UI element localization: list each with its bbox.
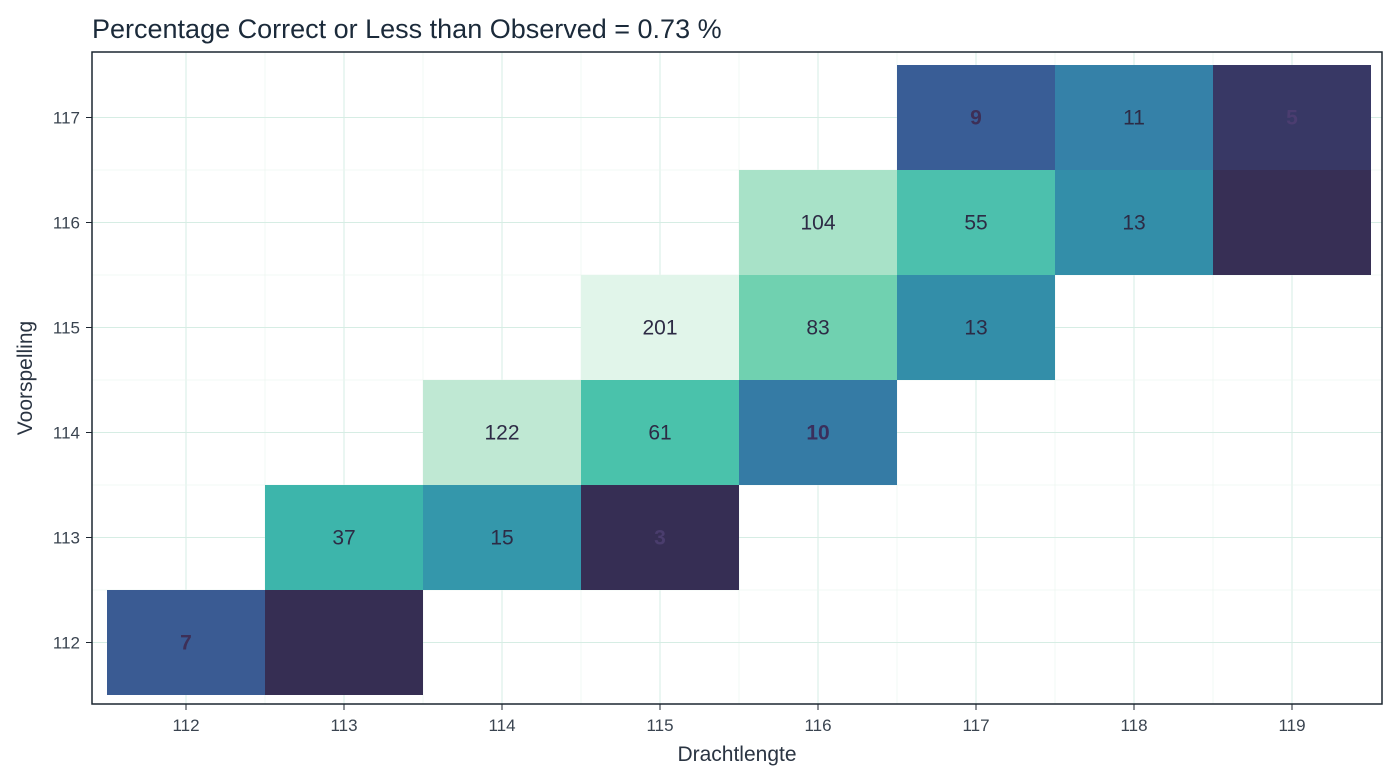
cell-value-label-117-117: 9 <box>970 107 982 130</box>
chart-title: Percentage Correct or Less than Observed… <box>92 14 722 44</box>
heatmap-cells <box>107 65 1371 695</box>
heatmap-cell-116-115 <box>739 275 897 380</box>
x-axis-ticks: 112 113 114 115 116 117 118 119 <box>172 704 1306 735</box>
y-axis-ticks: 112 113 114 115 116 117 <box>53 109 92 653</box>
x-tick-label-117: 117 <box>962 716 989 735</box>
cell-value-label-113-113: 37 <box>332 527 355 550</box>
cell-value-label-116-114: 10 <box>806 422 829 445</box>
cell-labels: 7 37 15 3 122 61 10 201 83 13 104 55 13 9 11 5 <box>180 107 1298 655</box>
cell-value-label-114-113: 15 <box>490 527 513 550</box>
cell-value-label-112-112: 7 <box>180 632 192 655</box>
cell-value-label-114-114: 122 <box>484 422 519 445</box>
heatmap-cell-119-116 <box>1213 170 1371 275</box>
heatmap-cell-114-113 <box>423 485 581 590</box>
cell-value-label-116-115: 83 <box>806 317 829 340</box>
heatmap-cell-116-114 <box>739 380 897 485</box>
heatmap-cell-117-116 <box>897 170 1055 275</box>
heatmap-cell-117-117 <box>897 65 1055 170</box>
heatmap-cell-117-115 <box>897 275 1055 380</box>
heatmap-cell-119-117 <box>1213 65 1371 170</box>
y-tick-label-116: 116 <box>53 214 80 233</box>
x-tick-label-114: 114 <box>488 716 515 735</box>
y-tick-label-112: 112 <box>53 634 80 653</box>
heatmap-cell-116-116 <box>739 170 897 275</box>
y-tick-label-113: 113 <box>53 529 80 548</box>
cell-value-label-118-116: 13 <box>1122 212 1145 235</box>
heatmap-cell-112-112 <box>107 590 265 695</box>
cell-value-label-115-115: 201 <box>642 317 677 340</box>
cell-value-label-119-117: 5 <box>1286 107 1298 130</box>
x-tick-label-116: 116 <box>804 716 831 735</box>
cell-value-label-117-115: 13 <box>964 317 987 340</box>
cell-value-label-116-116: 104 <box>800 212 835 235</box>
x-tick-label-119: 119 <box>1278 716 1305 735</box>
heatmap-cell-118-116 <box>1055 170 1213 275</box>
cell-value-label-118-117: 11 <box>1123 107 1145 130</box>
heatmap-cell-114-114 <box>423 380 581 485</box>
panel-border <box>91 51 1383 705</box>
cell-value-label-117-116: 55 <box>964 212 987 235</box>
x-tick-label-112: 112 <box>172 716 199 735</box>
heatmap-cell-115-115 <box>581 275 739 380</box>
y-tick-label-117: 117 <box>53 109 80 128</box>
x-tick-label-113: 113 <box>330 716 357 735</box>
x-axis-title: Drachtlengte <box>677 743 796 766</box>
y-axis-title: Voorspelling <box>14 321 37 435</box>
y-tick-label-115: 115 <box>53 319 80 338</box>
x-tick-label-118: 118 <box>1120 716 1147 735</box>
heatmap-cell-115-114 <box>581 380 739 485</box>
x-tick-label-115: 115 <box>646 716 673 735</box>
heatmap-cell-113-113 <box>265 485 423 590</box>
heatmap-cell-113-112 <box>265 590 423 695</box>
cell-value-label-115-114: 61 <box>648 422 671 445</box>
heatmap-cell-115-113 <box>581 485 739 590</box>
y-tick-label-114: 114 <box>53 424 80 443</box>
heatmap-cell-118-117 <box>1055 65 1213 170</box>
cell-value-label-115-113: 3 <box>654 527 666 550</box>
